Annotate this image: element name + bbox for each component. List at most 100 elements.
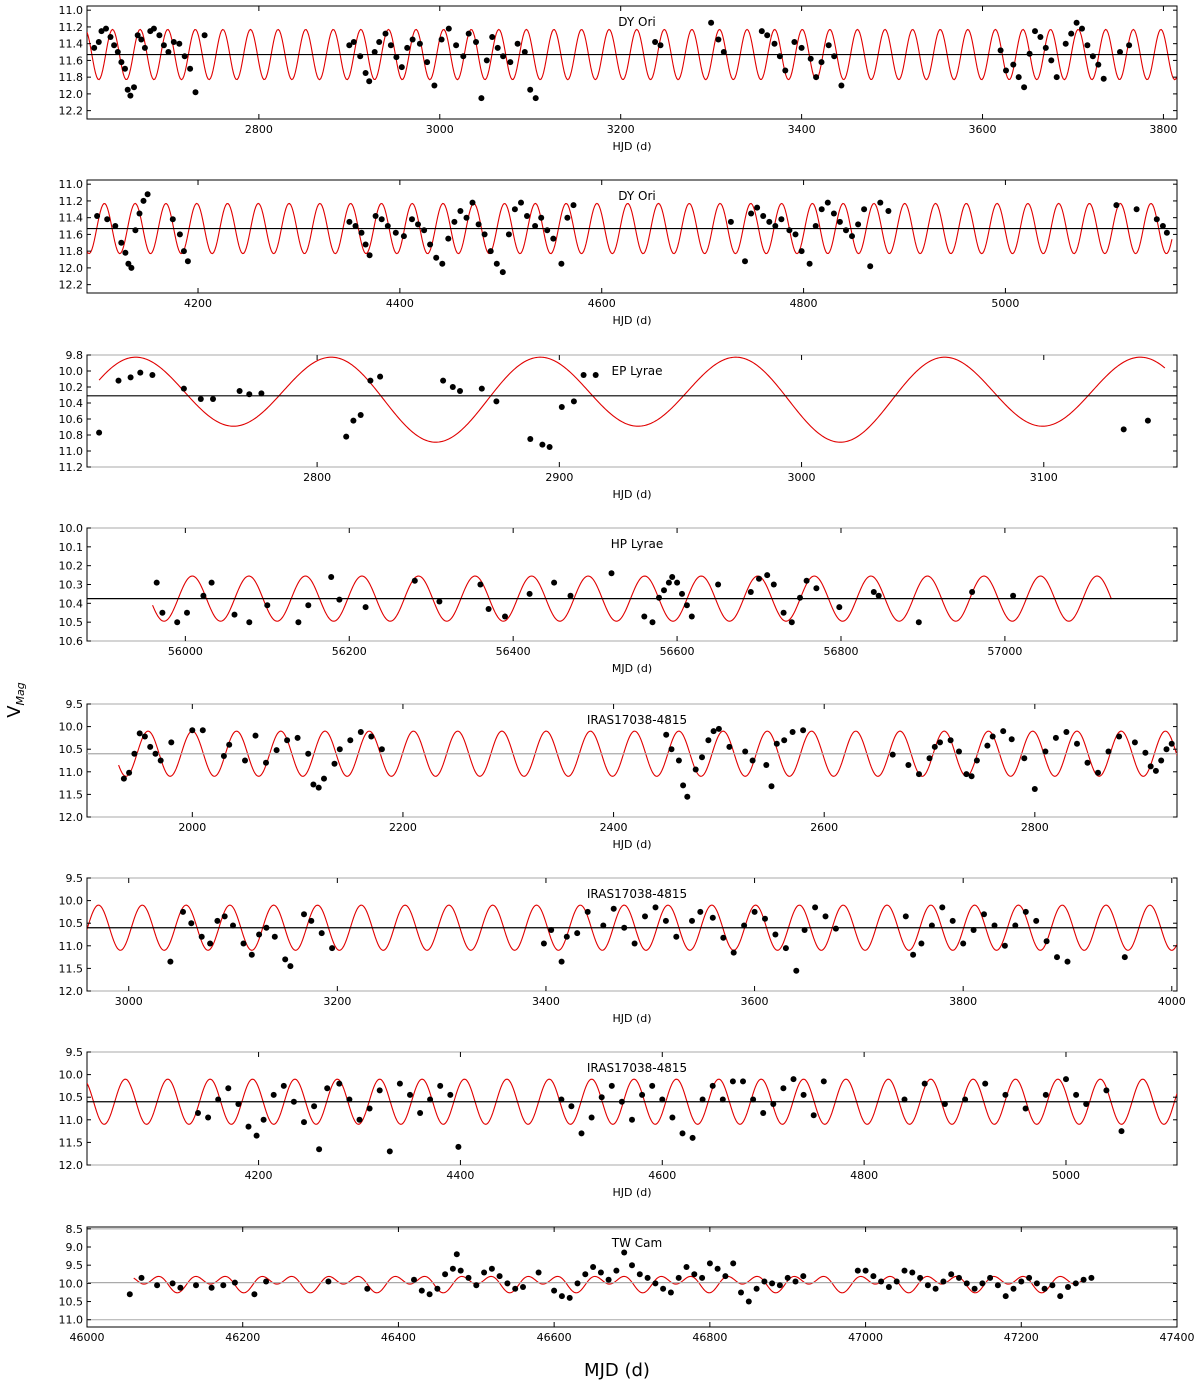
panel-data xyxy=(87,191,1177,276)
data-point xyxy=(1072,1280,1079,1287)
data-point xyxy=(563,933,570,940)
data-point xyxy=(1049,1282,1056,1289)
data-point xyxy=(782,945,789,952)
data-point xyxy=(1084,42,1091,49)
data-point xyxy=(679,590,685,597)
data-point xyxy=(720,934,727,941)
panels: 11.0 11.2 11.4 11.6 11.8 12.0 12.2 2800 3000 3200… xyxy=(59,4,1195,1344)
data-point xyxy=(761,1278,768,1285)
data-point xyxy=(188,920,195,927)
data-point xyxy=(949,917,956,924)
data-point xyxy=(524,213,530,219)
data-point xyxy=(1015,74,1022,81)
data-point xyxy=(773,740,780,747)
data-point xyxy=(475,221,482,228)
data-point xyxy=(661,587,667,594)
data-point xyxy=(788,619,795,626)
data-point xyxy=(321,775,327,782)
data-point xyxy=(740,1078,746,1085)
data-point xyxy=(207,940,214,947)
data-point xyxy=(439,260,446,267)
x-tick-label: 4400 xyxy=(446,1169,474,1182)
data-point xyxy=(538,214,545,221)
data-point xyxy=(970,927,977,933)
y-axis-label-subscript: Mag xyxy=(14,682,27,705)
data-point xyxy=(629,1262,635,1269)
panel-xlabel: HJD (d) xyxy=(612,838,651,851)
data-point xyxy=(741,922,748,929)
data-point xyxy=(1113,202,1120,209)
data-point xyxy=(597,1269,604,1276)
x-tick-label: 3200 xyxy=(607,123,635,136)
data-point xyxy=(917,1274,924,1281)
data-point xyxy=(137,369,144,376)
y-tick-label: 10.0 xyxy=(59,895,84,908)
data-point xyxy=(263,1278,270,1285)
data-point xyxy=(1026,1274,1033,1281)
panel-title: IRAS17038-4815 xyxy=(587,713,687,727)
data-point xyxy=(800,1273,807,1280)
data-point xyxy=(662,917,669,924)
data-point xyxy=(941,1101,948,1107)
data-point xyxy=(132,227,139,234)
data-point xyxy=(689,917,695,924)
data-point xyxy=(350,39,357,45)
data-point xyxy=(502,613,508,620)
data-point xyxy=(325,1278,332,1285)
data-point xyxy=(169,216,176,223)
data-point xyxy=(409,216,415,223)
data-point xyxy=(111,42,118,49)
data-point xyxy=(762,915,768,922)
x-tick-label: 2600 xyxy=(810,821,838,834)
y-tick-label: 10.1 xyxy=(59,541,84,554)
x-tick-label: 2200 xyxy=(389,821,417,834)
data-point xyxy=(813,74,820,81)
panel-frame xyxy=(86,5,1178,120)
data-point xyxy=(368,733,375,740)
data-point xyxy=(174,619,181,626)
data-point xyxy=(242,757,248,764)
panel-4: 10.0 10.1 10.2 10.3 10.4 10.5 10.6 56000 56200 56… xyxy=(59,522,1178,675)
data-point xyxy=(208,579,215,586)
data-point xyxy=(264,602,271,609)
data-point xyxy=(926,755,933,762)
data-point xyxy=(532,223,539,229)
data-point xyxy=(668,746,675,753)
data-point xyxy=(738,1289,744,1296)
data-point xyxy=(263,759,269,766)
panel-data xyxy=(87,1076,1177,1155)
data-point xyxy=(1031,786,1038,792)
data-point xyxy=(366,1105,373,1112)
data-point xyxy=(675,757,682,764)
data-point xyxy=(1105,748,1112,755)
data-point xyxy=(760,213,767,219)
data-point xyxy=(683,1264,690,1270)
data-point xyxy=(715,725,722,732)
data-point xyxy=(742,748,749,755)
data-point xyxy=(786,227,793,234)
model-curve xyxy=(152,575,1112,622)
data-point xyxy=(715,36,722,43)
data-point xyxy=(937,739,943,746)
data-point xyxy=(1131,739,1138,746)
data-point xyxy=(830,210,837,217)
data-point xyxy=(131,84,137,91)
x-tick-label: 2400 xyxy=(600,821,628,834)
data-point xyxy=(539,441,546,448)
data-point xyxy=(956,1274,962,1281)
panel-2: 11.0 11.2 11.4 11.6 11.8 12.0 12.2 4200 4400 4600… xyxy=(59,178,1178,327)
data-point xyxy=(855,221,862,228)
data-point xyxy=(104,216,111,223)
data-point xyxy=(778,216,785,223)
data-point xyxy=(210,396,216,402)
data-point xyxy=(709,1082,716,1089)
data-point xyxy=(197,396,204,402)
data-point xyxy=(642,913,648,920)
y-tick-label: 10.2 xyxy=(59,560,84,573)
y-tick-label: 11.8 xyxy=(59,71,84,84)
x-tick-label: 46800 xyxy=(692,1331,727,1344)
data-point xyxy=(984,742,991,749)
data-point xyxy=(270,1091,277,1098)
data-point xyxy=(979,1280,986,1287)
data-point xyxy=(684,793,691,800)
